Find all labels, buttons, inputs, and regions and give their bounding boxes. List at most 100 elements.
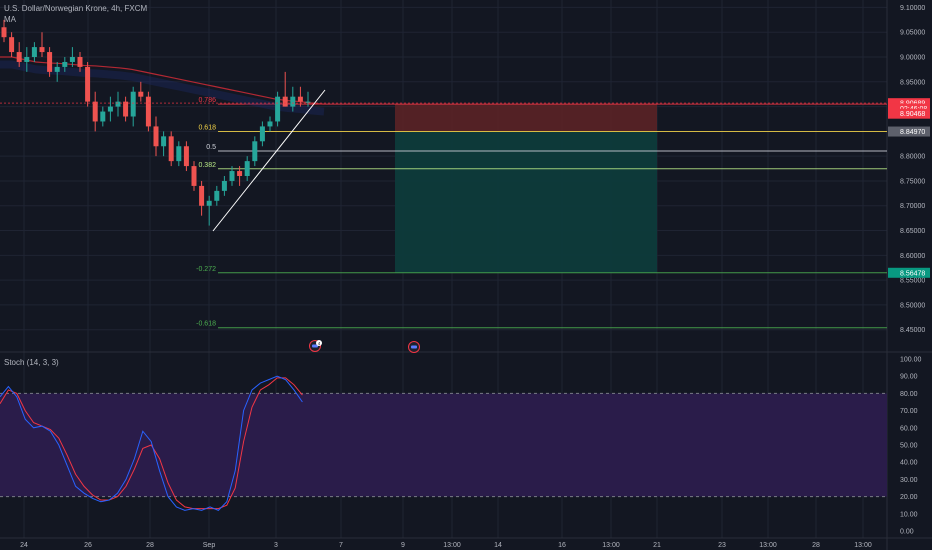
time-axis-label: 23 bbox=[718, 542, 726, 549]
candle-body bbox=[123, 101, 129, 117]
candle-body bbox=[168, 136, 174, 162]
candle-body bbox=[24, 57, 30, 62]
candle-body bbox=[107, 106, 113, 112]
stoch-indicator-label[interactable]: Stoch (14, 3, 3) bbox=[4, 358, 59, 367]
stoch-axis-label: 90.00 bbox=[900, 374, 918, 381]
time-axis-label: 13:00 bbox=[602, 542, 620, 549]
price-tag-text: 8.90468 bbox=[900, 111, 925, 118]
candle-body bbox=[206, 200, 212, 206]
candle-body bbox=[297, 96, 303, 102]
event-markers[interactable]: 4 bbox=[309, 340, 420, 353]
time-axis-label: Sep bbox=[203, 542, 216, 549]
fib-level-label: 0.382 bbox=[198, 162, 216, 169]
price-tag-bg bbox=[888, 126, 930, 137]
candle-body bbox=[62, 61, 68, 67]
stoch-k-line bbox=[0, 375, 303, 511]
candle-body bbox=[85, 66, 91, 102]
stochastic-pane[interactable] bbox=[0, 375, 887, 511]
fib-level-label: 0.5 bbox=[206, 144, 216, 151]
price-tag-text: 8.84970 bbox=[900, 129, 925, 136]
fib-price-tag: 8.84970 bbox=[888, 126, 930, 137]
stoch-axis-label: 40.00 bbox=[900, 460, 918, 467]
candle-body bbox=[305, 101, 311, 103]
time-axis-label: 7 bbox=[339, 542, 343, 549]
candle-body bbox=[259, 126, 265, 142]
candle-body bbox=[100, 111, 106, 122]
candle-body bbox=[161, 136, 167, 147]
price-axis-label: 8.65000 bbox=[900, 228, 925, 235]
candle-body bbox=[290, 96, 296, 107]
candle-body bbox=[267, 121, 273, 127]
ma-path bbox=[0, 56, 325, 105]
candle-body bbox=[77, 57, 83, 67]
candle-body bbox=[145, 96, 151, 127]
price-axis-label: 8.60000 bbox=[900, 253, 925, 260]
candle-body bbox=[92, 101, 98, 122]
price-axis-label: 8.75000 bbox=[900, 178, 925, 185]
time-axis-label: 24 bbox=[20, 542, 28, 549]
stoch-d-line bbox=[0, 377, 303, 510]
stoch-axis-label: 20.00 bbox=[900, 494, 918, 501]
price-axis-label: 8.80000 bbox=[900, 154, 925, 161]
candle-body bbox=[191, 166, 197, 186]
stoch-axis-label: 100.00 bbox=[900, 357, 922, 364]
candle-body bbox=[1, 27, 7, 38]
price-axis-label: 8.45000 bbox=[900, 327, 925, 334]
candle-body bbox=[153, 126, 159, 147]
price-axis[interactable]: 9.100009.050009.000008.950008.900008.850… bbox=[900, 5, 925, 334]
stoch-axis-label: 50.00 bbox=[900, 443, 918, 450]
moving-average-line bbox=[0, 56, 325, 116]
news-event-icon[interactable] bbox=[408, 341, 420, 353]
position-zones bbox=[395, 104, 657, 273]
time-axis-label: 28 bbox=[146, 542, 154, 549]
target-price-tag: 8.56478 bbox=[888, 267, 930, 278]
ma-indicator-label[interactable]: MA bbox=[4, 15, 16, 24]
candle-body bbox=[69, 57, 75, 62]
price-tag-bg bbox=[888, 103, 930, 114]
price-axis-label: 8.55000 bbox=[900, 278, 925, 285]
stoch-axis-label: 60.00 bbox=[900, 425, 918, 432]
time-axis-label: 28 bbox=[812, 542, 820, 549]
earnings-event-icon[interactable]: 4 bbox=[309, 340, 323, 352]
time-axis-label: 14 bbox=[494, 542, 502, 549]
time-axis-label: 13:00 bbox=[443, 542, 461, 549]
price-axis-label: 9.10000 bbox=[900, 5, 925, 12]
time-axis-label: 9 bbox=[401, 542, 405, 549]
ma-band bbox=[0, 60, 325, 116]
time-axis-label: 26 bbox=[84, 542, 92, 549]
price-tag-bg bbox=[888, 98, 930, 109]
stoch-axis-label: 10.00 bbox=[900, 511, 918, 518]
stop-loss-zone bbox=[395, 104, 657, 132]
fib-retracement[interactable]: 0.786 0.618 0.5 0.382 -0.272 -0.618 bbox=[196, 97, 887, 329]
stoch-axis-label: 30.00 bbox=[900, 477, 918, 484]
take-profit-zone bbox=[395, 131, 657, 273]
event-badge bbox=[316, 340, 322, 346]
price-axis-label: 8.70000 bbox=[900, 203, 925, 210]
price-axis-label: 8.50000 bbox=[900, 302, 925, 309]
stoch-axis[interactable]: 100.00 90.00 80.00 70.00 60.00 50.00 40.00 30.0… bbox=[900, 357, 922, 536]
candle-body bbox=[282, 96, 288, 107]
candle-body bbox=[31, 47, 37, 58]
price-tag-bg bbox=[888, 108, 930, 119]
price-axis-label: 8.95000 bbox=[900, 79, 925, 86]
stoch-band bbox=[0, 393, 887, 497]
trend-line[interactable] bbox=[212, 89, 326, 232]
time-axis-label: 3 bbox=[274, 542, 278, 549]
time-axis-label: 21 bbox=[653, 542, 661, 549]
stoch-axis-label: 70.00 bbox=[900, 408, 918, 415]
uptrend-line bbox=[212, 89, 326, 232]
symbol-title[interactable]: U.S. Dollar/Norwegian Krone, 4h, FXCM bbox=[4, 4, 148, 13]
candle-body bbox=[183, 146, 189, 167]
candle-body bbox=[130, 91, 136, 117]
candlestick-series bbox=[1, 19, 311, 226]
price-axis-label: 9.05000 bbox=[900, 30, 925, 37]
stoch-axis-label: 0.00 bbox=[900, 529, 914, 536]
candle-body bbox=[16, 52, 22, 62]
event-badge-count: 4 bbox=[318, 341, 321, 346]
time-axis[interactable]: 24 26 28 Sep 3 7 9 13:00 14 16 13:00 21 23 13:00 28 13:… bbox=[20, 542, 872, 549]
candle-body bbox=[176, 146, 182, 162]
candle-body bbox=[229, 171, 235, 181]
